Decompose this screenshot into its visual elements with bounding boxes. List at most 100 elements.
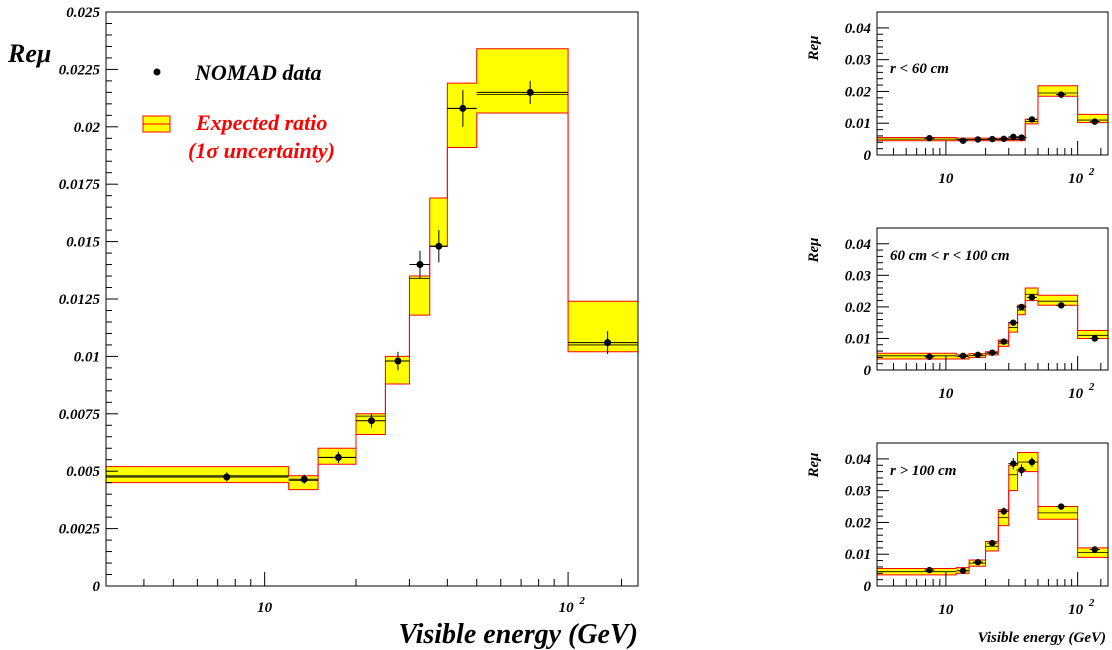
data-point xyxy=(604,339,612,347)
y-tick-label: 0.02 xyxy=(845,300,872,316)
x-tick-label: 10 xyxy=(938,602,954,618)
panel-3: 0 0.01 0.02 0.03 0.04 10 10 2 xyxy=(845,442,1109,618)
x-tick-label: 10 xyxy=(1068,602,1084,618)
y-tick-label: 0.0175 xyxy=(59,177,101,193)
band-bin xyxy=(409,276,430,316)
main-plot: Reμ Visible energy (GeV) NOMAD data Expe… xyxy=(7,39,638,650)
band-bin xyxy=(1077,330,1108,339)
y-tick-label: 0.0225 xyxy=(59,62,101,78)
x-tick-label: 10 xyxy=(257,600,273,616)
plot-frame xyxy=(876,11,1109,156)
data-point xyxy=(1010,319,1017,326)
data-point xyxy=(300,475,308,483)
legend-expected-sublabel: (1σ uncertainty) xyxy=(188,138,335,163)
band-bin xyxy=(476,48,569,114)
plot-frame xyxy=(876,227,1109,371)
data-point xyxy=(1000,135,1007,142)
data-point xyxy=(1057,503,1065,510)
x-tick-exponent: 2 xyxy=(1088,381,1095,393)
data-point xyxy=(1028,116,1036,123)
data-point xyxy=(926,134,933,142)
x-tick-exponent: 2 xyxy=(1088,166,1095,178)
panel3-annotation: r > 100 cm xyxy=(890,463,956,479)
legend-data-marker xyxy=(153,68,161,76)
data-point xyxy=(989,349,996,356)
band-bin xyxy=(1037,85,1078,97)
main-ylabel: Reμ xyxy=(7,39,51,68)
band-edge-high xyxy=(877,287,1108,356)
data-point xyxy=(989,539,996,547)
data-point xyxy=(1000,338,1007,345)
data-point xyxy=(959,352,967,359)
data-point xyxy=(394,357,402,365)
x-tick-label: 10 xyxy=(1068,386,1084,402)
y-tick-label: 0.0125 xyxy=(59,292,101,308)
panel-0: 0 0.0025 0.005 0.0075 0.01 0.0125 0.015 0.0175 0… xyxy=(59,5,639,616)
panel1-annotation: r < 60 cm xyxy=(890,61,949,77)
y-tick-label: 0.0025 xyxy=(59,522,101,538)
y-tick-label: 0.03 xyxy=(845,268,872,284)
x-tick-label: 10 xyxy=(559,600,575,616)
panel2-ylabel: Reμ xyxy=(806,237,822,263)
data-point xyxy=(1091,118,1099,125)
data-point xyxy=(1000,508,1007,515)
y-tick-label: 0.015 xyxy=(66,235,100,251)
panel3-ylabel: Reμ xyxy=(806,452,822,478)
band-bin xyxy=(568,301,638,352)
x-tick-exponent: 2 xyxy=(578,595,585,607)
band-edge-low xyxy=(877,95,1108,142)
panel-2: 0 0.01 0.02 0.03 0.04 10 10 2 xyxy=(845,227,1109,402)
y-tick-label: 0.02 xyxy=(845,84,872,100)
data-point xyxy=(526,88,534,96)
data-point xyxy=(1010,460,1017,467)
y-tick-label: 0.02 xyxy=(74,120,101,136)
y-tick-label: 0.01 xyxy=(845,331,871,347)
panel2-annotation: 60 cm < r < 100 cm xyxy=(890,248,1010,264)
data-point xyxy=(959,137,967,144)
y-tick-label: 0 xyxy=(864,579,872,595)
band-edge-low xyxy=(877,471,1108,576)
data-point xyxy=(974,558,982,566)
y-tick-label: 0.01 xyxy=(845,116,871,132)
data-point xyxy=(989,135,996,143)
y-tick-label: 0.0075 xyxy=(59,407,101,423)
plot-frame xyxy=(876,442,1109,587)
data-point xyxy=(459,104,467,112)
data-point xyxy=(974,351,982,359)
data-point xyxy=(1091,546,1099,553)
y-tick-label: 0.005 xyxy=(66,464,100,480)
band-edge-low xyxy=(877,300,1108,360)
y-tick-label: 0 xyxy=(864,363,872,379)
data-point xyxy=(1028,458,1036,466)
y-tick-label: 0.04 xyxy=(845,237,872,253)
data-point xyxy=(926,566,933,574)
data-point xyxy=(1057,91,1065,98)
x-tick-exponent: 2 xyxy=(1088,597,1095,609)
data-point xyxy=(1018,303,1025,311)
y-tick-label: 0.03 xyxy=(845,484,872,500)
data-point xyxy=(1091,335,1099,342)
data-point xyxy=(435,242,443,250)
data-point xyxy=(1010,133,1017,141)
band-bin xyxy=(355,413,386,435)
data-point xyxy=(1018,466,1025,474)
main-xlabel: Visible energy (GeV) xyxy=(398,619,638,650)
band-bin xyxy=(106,466,289,483)
main-legend: NOMAD data Expected ratio (1σ uncertaint… xyxy=(142,60,335,163)
y-tick-label: 0.01 xyxy=(845,547,871,563)
y-tick-label: 0.01 xyxy=(74,349,100,365)
data-point xyxy=(959,567,967,574)
legend-expected-label: Expected ratio xyxy=(195,110,327,135)
band-bin xyxy=(447,83,477,148)
data-point xyxy=(334,453,342,461)
x-tick-label: 10 xyxy=(938,386,954,402)
data-point xyxy=(926,353,933,360)
y-tick-label: 0 xyxy=(93,579,101,595)
y-tick-label: 0.04 xyxy=(845,452,872,468)
y-tick-label: 0.03 xyxy=(845,53,872,69)
band-bin xyxy=(1037,295,1078,306)
band-bin xyxy=(1008,465,1018,491)
data-point xyxy=(1057,302,1065,309)
x-tick-label: 10 xyxy=(938,171,954,187)
